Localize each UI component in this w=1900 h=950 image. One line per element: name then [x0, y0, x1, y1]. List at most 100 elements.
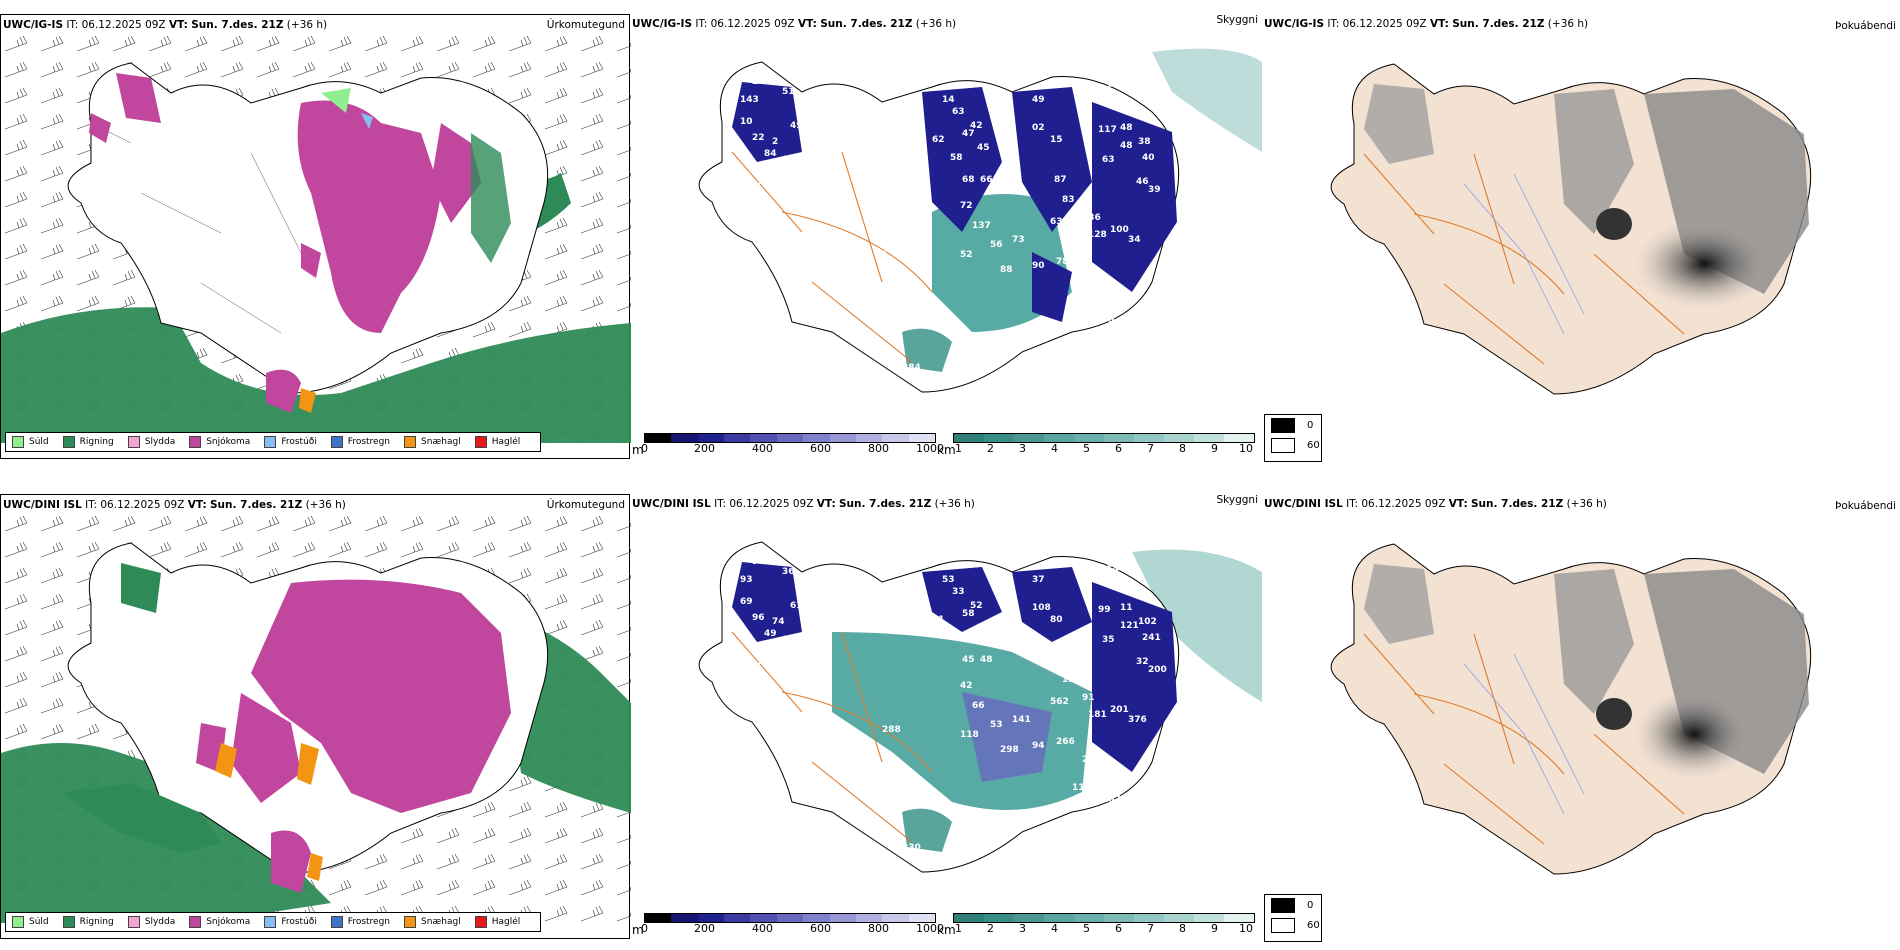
cloud-base-label: 45: [977, 143, 990, 153]
panel-label: Úrkomutegund: [546, 19, 625, 31]
cloud-scale-bar: [644, 913, 936, 923]
cloud-base-label: 53: [942, 575, 955, 585]
precip-map: [1, 33, 631, 443]
cloud-base-label: 499: [1102, 777, 1121, 787]
vis-scale-unit: km: [937, 923, 956, 937]
cloud-base-label: 91: [1082, 693, 1095, 703]
cloud-base-label: 74: [772, 617, 785, 627]
cloud-base-label: 52: [960, 250, 973, 260]
precip-type-panel-ig: UWC/IG-IS IT: 06.12.2025 09Z VT: Sun. 7.…: [0, 14, 631, 459]
cloud-base-label: 404: [1054, 655, 1073, 665]
cloud-base-label: 92: [758, 177, 771, 187]
cloud-base-label: 137: [972, 221, 991, 231]
fog-legend-item: 0: [1271, 895, 1321, 915]
cloud-base-label: 154: [1100, 565, 1119, 575]
cloud-base-label: 143: [740, 95, 759, 105]
cloud-base-label: 49: [790, 121, 803, 131]
cloud-base-label: 241: [1142, 633, 1161, 643]
legend-item: Rigning: [62, 436, 114, 448]
fog-legend-item: 60: [1271, 915, 1321, 935]
cloud-base-label: 376: [1128, 715, 1147, 725]
cloud-base-label: 34: [1128, 235, 1141, 245]
cloud-base-label: 53: [990, 720, 1003, 730]
cloud-base-label: 96: [752, 613, 765, 623]
fog-legend-item: 60: [1271, 435, 1321, 455]
cloud-base-label: 15: [1050, 135, 1063, 145]
precip-type-legend: Súld Rigning Slydda Snjókoma Frostúði Fr…: [5, 912, 542, 932]
vis-scale-unit: km: [937, 443, 956, 457]
cloud-base-label: 69: [782, 155, 795, 165]
panel-title: UWC/DINI ISL IT: 06.12.2025 09Z VT: Sun.…: [1264, 498, 1607, 510]
vis-scale-bar: [953, 433, 1255, 443]
cloud-base-label: 201: [1110, 705, 1129, 715]
fog-legend: 0 60: [1264, 894, 1322, 942]
cloud-base-label: 44: [1082, 275, 1095, 285]
panel-label: Skyggni: [1216, 494, 1259, 506]
cloud-base-label: 72: [960, 201, 973, 211]
panel-title: UWC/IG-IS IT: 06.12.2025 09Z VT: Sun. 7.…: [3, 19, 328, 31]
cloud-scale-unit: m: [632, 443, 644, 457]
cloud-base-label: 94: [1032, 741, 1045, 751]
cloud-base-label: 38: [1138, 137, 1151, 147]
fog-panel-dini: UWC/DINI ISL IT: 06.12.2025 09Z VT: Sun.…: [1264, 494, 1900, 942]
legend-item: Súld: [12, 436, 49, 448]
cloud-base-label: 181: [1088, 710, 1107, 720]
legend-item: Slydda: [127, 916, 175, 928]
legend-item: Haglél: [474, 916, 520, 928]
cloud-base-label: 15: [752, 77, 765, 87]
cloud-vis-panel-ig: UWC/IG-IS IT: 06.12.2025 09Z VT: Sun. 7.…: [632, 14, 1262, 459]
cloud-base-label: 40: [1142, 153, 1155, 163]
cloud-base-label: 48: [1120, 141, 1133, 151]
cloud-base-label: 63: [952, 107, 965, 117]
cloud-base-label: 56: [1100, 85, 1113, 95]
cloud-base-label: 39: [752, 77, 765, 87]
cloud-base-label: 88: [1000, 265, 1013, 275]
fog-panel-ig: UWC/IG-IS IT: 06.12.2025 09Z VT: Sun. 7.…: [1264, 14, 1900, 462]
vis-scale: km 1 2 3 4 5 6 7 8 9 10: [937, 433, 1267, 459]
cloud-base-label: 66: [980, 175, 993, 185]
cloud-base-label: 49: [1032, 95, 1045, 105]
legend-item: Snæhagl: [404, 916, 461, 928]
cloud-base-label: 10: [740, 117, 753, 127]
panel-label: Þokuábendi: [1835, 500, 1896, 512]
cloud-base-label: 93: [740, 575, 753, 585]
cloud-base-label: 58: [962, 609, 975, 619]
cloud-base-label: 53: [1092, 767, 1105, 777]
cloud-base-label: 136: [1082, 213, 1101, 223]
panel-title: UWC/IG-IS IT: 06.12.2025 09Z VT: Sun. 7.…: [632, 18, 957, 30]
panel-label: Skyggni: [1216, 14, 1259, 26]
cloud-base-label: 14: [942, 95, 955, 105]
cloud-base-label: 64: [1072, 303, 1085, 313]
cloud-base-label: 47: [950, 633, 963, 643]
cloud-base-label: 60: [1062, 823, 1075, 833]
fog-map: [1330, 63, 1812, 395]
legend-item: Snjókoma: [189, 916, 250, 928]
cloud-base-label: 100: [1110, 225, 1129, 235]
cloud-base-label: 87: [1054, 175, 1067, 185]
cloud-base-label: 84: [764, 149, 777, 159]
cloud-scale-unit: m: [632, 923, 644, 937]
cloud-base-label: 69: [740, 597, 753, 607]
cloud-base-label: 284: [902, 363, 921, 373]
cloud-base-label: 66: [972, 701, 985, 711]
cloud-base-label: 200: [1148, 665, 1167, 675]
panel-title: UWC/DINI ISL IT: 06.12.2025 09Z VT: Sun.…: [632, 498, 975, 510]
cloud-scale-bar: [644, 433, 936, 443]
cloud-vis-panel-dini: UWC/DINI ISL IT: 06.12.2025 09Z VT: Sun.…: [632, 494, 1262, 939]
cloud-base-label: 183: [1062, 675, 1081, 685]
cloud-base-label: 52: [970, 601, 983, 611]
legend-item: Snæhagl: [404, 436, 461, 448]
cloud-base-label: 42: [960, 681, 973, 691]
cloud-base-label: 200: [1082, 755, 1101, 765]
cloud-base-label: 116: [1072, 783, 1091, 793]
cloud-base-label: 73: [1012, 235, 1025, 245]
cloud-base-label: 58: [950, 153, 963, 163]
panel-title: UWC/IG-IS IT: 06.12.2025 09Z VT: Sun. 7.…: [1264, 18, 1589, 30]
cloud-base-label: 37: [1062, 343, 1075, 353]
cloud-base-label: 34: [1102, 297, 1115, 307]
cloud-base-label: 45: [962, 655, 975, 665]
cloud-base-label: 38: [977, 623, 990, 633]
precip-type-legend: Súld Rigning Slydda Snjókoma Frostúði Fr…: [5, 432, 542, 452]
